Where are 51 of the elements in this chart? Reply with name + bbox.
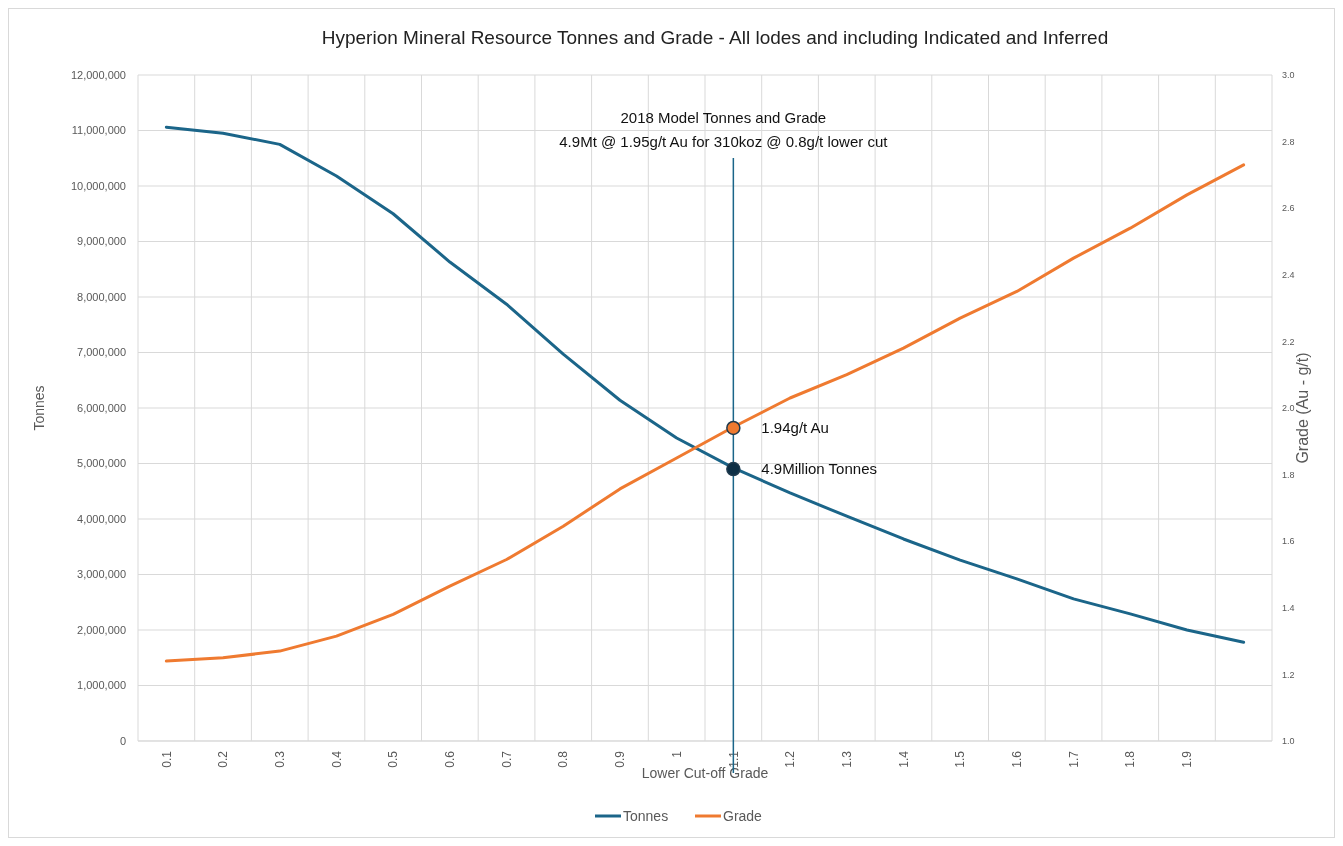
y2-tick-label: 1.0 (1282, 736, 1295, 747)
y-tick-label: 0 (119, 734, 126, 747)
annotation: 4.9Mt @ 1.95g/t Au for 310koz @ 0.8g/t lower cut (559, 133, 889, 150)
x-tick-label: 0.5 (386, 750, 401, 768)
y2-tick-label: 2.8 (1282, 136, 1295, 147)
x-tick-label: 1.5 (953, 750, 968, 768)
y-tick-label: 8,000,000 (77, 290, 126, 303)
y2-tick-label: 1.8 (1282, 469, 1295, 480)
y-tick-label: 5,000,000 (77, 457, 126, 470)
y-tick-label: 9,000,000 (77, 235, 126, 248)
x-tick-label: 0.1 (159, 750, 174, 768)
y2-tick-label: 2.2 (1282, 336, 1295, 347)
x-tick-label: 0.2 (216, 750, 231, 768)
x-tick-label: 0.6 (443, 750, 458, 768)
y-tick-label: 6,000,000 (77, 401, 126, 414)
x-tick-label: 0.7 (499, 750, 514, 768)
x-tick-label: 1.8 (1123, 750, 1138, 768)
y-tick-label: 3,000,000 (77, 568, 126, 581)
x-tick-label: 1.2 (783, 750, 798, 768)
y-tick-label: 1,000,000 (77, 679, 126, 692)
y-tick-label: 2,000,000 (77, 623, 126, 636)
y2-tick-label: 2.6 (1282, 203, 1295, 214)
legend-label: Tonnes (623, 807, 669, 824)
x-tick-label: 0.8 (556, 750, 571, 768)
y-tick-label: 10,000,000 (70, 179, 126, 192)
x-tick-label: 0.3 (272, 750, 287, 768)
x-tick-label: 1.7 (1066, 750, 1081, 768)
x-tick-label: 1.4 (896, 750, 911, 768)
x-tick-label: 1.6 (1010, 750, 1025, 768)
y2-tick-label: 1.6 (1282, 536, 1295, 547)
x-tick-label: 0.9 (613, 750, 628, 768)
y-tick-label: 7,000,000 (77, 346, 126, 359)
x-tick-label: 1 (669, 750, 684, 758)
x-tick-label: 0.4 (329, 750, 344, 768)
y2-tick-label: 2.4 (1282, 269, 1295, 280)
y-tick-label: 4,000,000 (77, 512, 126, 525)
y-axis-title: Tonnes (31, 385, 47, 431)
y2-tick-label: 1.4 (1282, 602, 1295, 613)
legend-label: Grade (723, 807, 763, 824)
y2-tick-label: 1.2 (1282, 669, 1295, 680)
y2-tick-label: 3.0 (1282, 70, 1295, 81)
chart-title: Hyperion Mineral Resource Tonnes and Grade - All lodes and including Indicated and Inferred (321, 27, 1109, 48)
y2-tick-label: 2.0 (1282, 403, 1295, 414)
x-tick-label: 1.9 (1180, 750, 1195, 768)
x-tick-label: 1.3 (839, 750, 854, 768)
annotation: 1.94g/t Au (761, 419, 829, 437)
annotation: 2018 Model Tonnes and Grade (620, 109, 827, 126)
y-tick-label: 11,000,000 (71, 124, 126, 137)
y2-axis-title: Grade (Au - g/t) (1294, 352, 1311, 464)
y-tick-label: 12,000,000 (70, 68, 126, 81)
annotation: 4.9Million Tonnes (761, 460, 877, 478)
